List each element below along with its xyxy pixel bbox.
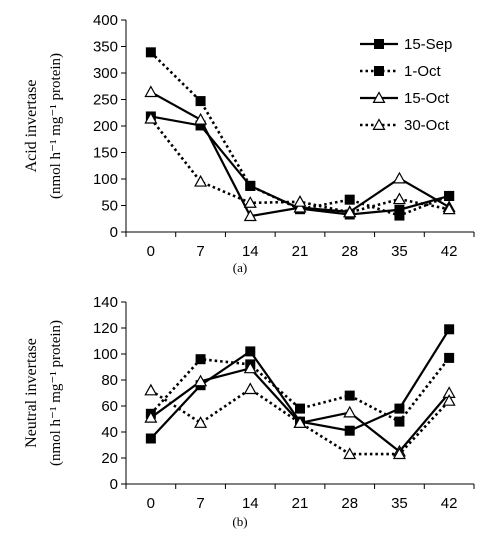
panel-label: (a) (233, 260, 247, 275)
y-tick-label: 0 (110, 224, 118, 241)
y-tick-label: 20 (101, 450, 118, 467)
data-point (195, 96, 206, 107)
data-point (444, 324, 455, 335)
y-tick-label: 40 (101, 424, 118, 441)
data-point (293, 195, 307, 207)
data-point (394, 403, 405, 414)
data-point (194, 112, 208, 125)
y-tick-label: 60 (101, 398, 118, 415)
data-point (245, 180, 256, 191)
y-tick-label: 100 (93, 171, 118, 188)
data-point (243, 209, 257, 222)
legend-marker (374, 66, 384, 76)
y-tick-label: 300 (93, 65, 118, 82)
data-point (194, 416, 208, 428)
data-point (444, 190, 455, 201)
panel-label: (b) (232, 514, 247, 529)
legend-label: 30-Oct (404, 117, 450, 134)
legend: 15-Sep 1-Oct 15-Oct 30-Oct (360, 36, 452, 134)
y-axis-unit: (nmol h⁻¹ mg⁻¹ protein) (48, 53, 64, 199)
y-axis-title: Neutral invertase (23, 338, 40, 448)
legend-label: 1-Oct (404, 63, 442, 80)
x-tick-label: 35 (391, 243, 408, 260)
panel-1: 0 50 100 150 200 250 300 350 400 0 7 14 21 28 35 42 Acid… (23, 12, 475, 275)
data-point (442, 394, 456, 406)
data-point (144, 111, 158, 124)
data-point (195, 354, 206, 365)
y-tick-label: 120 (93, 320, 118, 337)
data-point (392, 171, 406, 184)
data-point (444, 352, 455, 363)
data-point (243, 382, 257, 395)
x-tick-label: 14 (242, 495, 259, 512)
data-point (442, 202, 456, 215)
data-point (145, 433, 156, 444)
y-tick-label: 140 (93, 294, 118, 311)
data-point (144, 383, 158, 396)
y-tick-label: 350 (93, 39, 118, 56)
series-1-Oct (145, 352, 455, 427)
data-point (293, 416, 307, 428)
y-tick-label: 50 (101, 198, 118, 215)
data-point (144, 410, 158, 423)
x-tick-label: 7 (196, 495, 204, 512)
x-tick-label: 0 (147, 495, 155, 512)
data-point (344, 390, 355, 401)
data-point (245, 346, 256, 357)
y-tick-label: 400 (93, 12, 118, 29)
data-point (293, 200, 307, 213)
y-axis-unit: (nmol h⁻¹ mg⁻¹ protein) (48, 320, 64, 466)
legend-marker (374, 39, 384, 49)
data-point (343, 447, 357, 460)
y-tick-label: 250 (93, 92, 118, 109)
x-tick-label: 35 (391, 495, 408, 512)
x-tick-label: 28 (341, 495, 358, 512)
y-axis-title: Acid invertase (23, 80, 40, 173)
y-tick-label: 200 (93, 118, 118, 135)
x-tick-label: 14 (242, 243, 259, 260)
data-point (343, 405, 357, 418)
data-point (243, 196, 257, 208)
x-tick-label: 21 (292, 243, 309, 260)
data-point (194, 174, 208, 187)
x-tick-label: 28 (341, 243, 358, 260)
data-point (344, 425, 355, 436)
data-point (394, 210, 405, 221)
data-point (394, 416, 405, 427)
series-30-Oct (144, 382, 456, 460)
x-tick-label: 7 (196, 243, 204, 260)
data-point (343, 205, 357, 218)
data-point (392, 192, 406, 205)
y-tick-label: 80 (101, 372, 118, 389)
legend-label: 15-Sep (404, 36, 452, 53)
x-tick-label: 42 (441, 243, 458, 260)
data-point (145, 47, 156, 58)
x-tick-label: 42 (441, 495, 458, 512)
panel-2: 0 20 40 60 80 100 120 140 0 7 14 21 28 35 42 Neutral in… (23, 294, 475, 529)
legend-label: 15-Oct (404, 90, 450, 107)
data-point (392, 447, 406, 460)
y-tick-label: 100 (93, 346, 118, 363)
series-30-Oct (144, 111, 456, 218)
legend-marker (372, 118, 386, 130)
data-point (243, 361, 257, 374)
data-point (295, 403, 305, 414)
data-point (344, 194, 355, 205)
y-tick-label: 150 (93, 145, 118, 162)
legend-marker (372, 91, 386, 104)
series-15-Oct (144, 85, 456, 222)
data-point (194, 374, 208, 387)
x-tick-label: 0 (147, 243, 155, 260)
y-tick-label: 0 (110, 476, 118, 493)
x-tick-label: 21 (292, 495, 309, 512)
data-point (144, 85, 158, 98)
